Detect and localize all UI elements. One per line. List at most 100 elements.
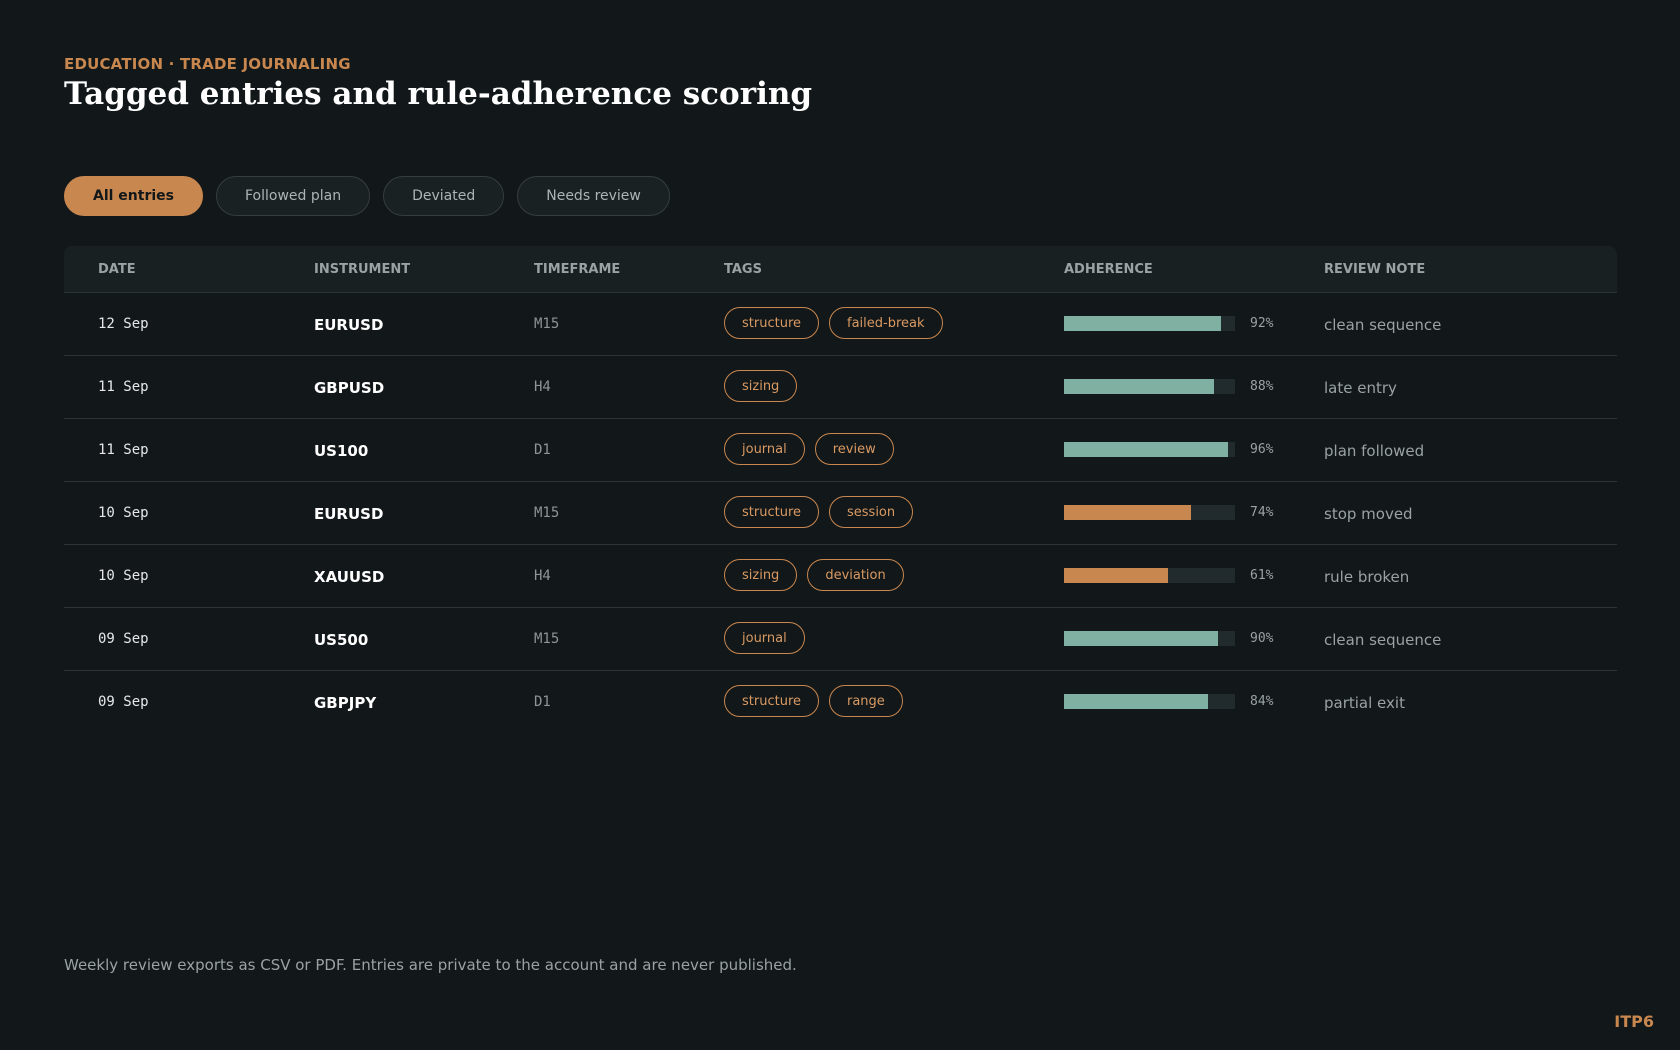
adherence-bar-fill xyxy=(1064,568,1169,583)
column-header-adherence[interactable]: ADHERENCE xyxy=(1064,262,1153,277)
adherence-meter: 92% xyxy=(1064,316,1273,331)
table-row[interactable]: 11 Sep GBPUSD H4 sizing 88% late entry xyxy=(64,356,1617,419)
adherence-bar-fill xyxy=(1064,316,1222,331)
tag-chip[interactable]: structure xyxy=(724,496,819,528)
tag-chip[interactable]: review xyxy=(814,433,894,465)
entry-date: 11 Sep xyxy=(98,442,149,458)
tag-chip[interactable]: failed-break xyxy=(829,307,943,339)
table-row[interactable]: 09 Sep GBPJPY D1 structure range 84% partial e… xyxy=(64,671,1617,733)
column-header-instrument[interactable]: INSTRUMENT xyxy=(314,262,411,277)
entry-timeframe: M15 xyxy=(534,316,560,332)
page-eyebrow: EDUCATION · TRADE JOURNALING xyxy=(64,55,351,73)
entry-date: 10 Sep xyxy=(98,505,149,521)
adherence-percent: 90% xyxy=(1250,631,1274,646)
adherence-percent: 84% xyxy=(1250,694,1274,709)
table-body: 12 Sep EURUSD M15 structure failed-break 92% c… xyxy=(64,293,1617,733)
brand-mark: ITP6 xyxy=(1614,1012,1654,1031)
adherence-bar-fill xyxy=(1064,631,1218,646)
review-note: clean sequence xyxy=(1324,631,1442,649)
tag-chip[interactable]: session xyxy=(829,496,914,528)
column-header-tags[interactable]: TAGS xyxy=(724,262,762,277)
table-row[interactable]: 10 Sep EURUSD M15 structure session 74% stop m… xyxy=(64,482,1617,545)
table-row[interactable]: 09 Sep US500 M15 journal 90% clean sequence xyxy=(64,608,1617,671)
review-note: clean sequence xyxy=(1324,316,1442,334)
entry-instrument: GBPUSD xyxy=(314,379,385,397)
entry-timeframe: M15 xyxy=(534,505,560,521)
adherence-bar-track xyxy=(1064,505,1235,520)
adherence-bar-fill xyxy=(1064,442,1229,457)
adherence-meter: 90% xyxy=(1064,631,1273,646)
entry-instrument: XAUUSD xyxy=(314,568,385,586)
entry-date: 11 Sep xyxy=(98,379,149,395)
tag-chip[interactable]: structure xyxy=(724,307,819,339)
adherence-bar-fill xyxy=(1064,379,1215,394)
adherence-percent: 92% xyxy=(1250,316,1274,331)
table-row[interactable]: 11 Sep US100 D1 journal review 96% plan follow… xyxy=(64,419,1617,482)
adherence-percent: 88% xyxy=(1250,379,1274,394)
entry-timeframe: H4 xyxy=(534,568,551,584)
entry-instrument: EURUSD xyxy=(314,505,384,523)
review-note: partial exit xyxy=(1324,694,1405,712)
table-header: DATE INSTRUMENT TIMEFRAME TAGS ADHERENCE… xyxy=(64,246,1617,293)
adherence-bar-track xyxy=(1064,568,1235,583)
tag-chip[interactable]: deviation xyxy=(807,559,904,591)
entry-timeframe: D1 xyxy=(534,442,551,458)
column-header-timeframe[interactable]: TIMEFRAME xyxy=(534,262,621,277)
entry-tags: structure session xyxy=(724,496,914,528)
column-header-date[interactable]: DATE xyxy=(98,262,136,277)
entry-date: 09 Sep xyxy=(98,631,149,647)
filter-needs-review[interactable]: Needs review xyxy=(517,176,670,216)
table-row[interactable]: 10 Sep XAUUSD H4 sizing deviation 61% rule bro… xyxy=(64,545,1617,608)
filter-followed-plan[interactable]: Followed plan xyxy=(216,176,371,216)
entry-instrument: GBPJPY xyxy=(314,694,377,712)
tag-chip[interactable]: structure xyxy=(724,685,819,717)
adherence-bar-track xyxy=(1064,316,1235,331)
tag-chip[interactable]: journal xyxy=(724,622,805,654)
review-note: stop moved xyxy=(1324,505,1413,523)
adherence-meter: 84% xyxy=(1064,694,1273,709)
filter-all-entries[interactable]: All entries xyxy=(64,176,203,216)
entry-timeframe: H4 xyxy=(534,379,551,395)
entry-tags: sizing xyxy=(724,370,798,402)
entry-timeframe: M15 xyxy=(534,631,560,647)
entry-instrument: EURUSD xyxy=(314,316,384,334)
adherence-meter: 88% xyxy=(1064,379,1273,394)
review-note: plan followed xyxy=(1324,442,1425,460)
adherence-bar-track xyxy=(1064,631,1235,646)
entry-instrument: US500 xyxy=(314,631,369,649)
entry-date: 10 Sep xyxy=(98,568,149,584)
adherence-meter: 61% xyxy=(1064,568,1273,583)
filter-deviated[interactable]: Deviated xyxy=(383,176,505,216)
column-header-review-note[interactable]: REVIEW NOTE xyxy=(1324,262,1426,277)
adherence-bar-fill xyxy=(1064,505,1191,520)
tag-chip[interactable]: sizing xyxy=(724,559,798,591)
adherence-percent: 96% xyxy=(1250,442,1274,457)
adherence-bar-track xyxy=(1064,442,1235,457)
entry-date: 09 Sep xyxy=(98,694,149,710)
entry-date: 12 Sep xyxy=(98,316,149,332)
review-note: late entry xyxy=(1324,379,1397,397)
entry-tags: sizing deviation xyxy=(724,559,904,591)
entry-timeframe: D1 xyxy=(534,694,551,710)
review-note: rule broken xyxy=(1324,568,1410,586)
tag-chip[interactable]: range xyxy=(829,685,903,717)
footer-note: Weekly review exports as CSV or PDF. Ent… xyxy=(64,956,797,974)
table-row[interactable]: 12 Sep EURUSD M15 structure failed-break 92% c… xyxy=(64,293,1617,356)
page-title: Tagged entries and rule-adherence scorin… xyxy=(64,76,813,112)
entries-table: DATE INSTRUMENT TIMEFRAME TAGS ADHERENCE… xyxy=(64,246,1617,733)
entry-tags: structure range xyxy=(724,685,903,717)
adherence-meter: 74% xyxy=(1064,505,1273,520)
entry-tags: structure failed-break xyxy=(724,307,943,339)
filter-bar: All entries Followed plan Deviated Needs… xyxy=(64,176,670,216)
tag-chip[interactable]: journal xyxy=(724,433,805,465)
entry-tags: journal review xyxy=(724,433,894,465)
tag-chip[interactable]: sizing xyxy=(724,370,798,402)
entry-instrument: US100 xyxy=(314,442,369,460)
adherence-bar-fill xyxy=(1064,694,1208,709)
adherence-percent: 61% xyxy=(1250,568,1274,583)
adherence-percent: 74% xyxy=(1250,505,1274,520)
adherence-bar-track xyxy=(1064,379,1235,394)
entry-tags: journal xyxy=(724,622,805,654)
adherence-meter: 96% xyxy=(1064,442,1273,457)
adherence-bar-track xyxy=(1064,694,1235,709)
